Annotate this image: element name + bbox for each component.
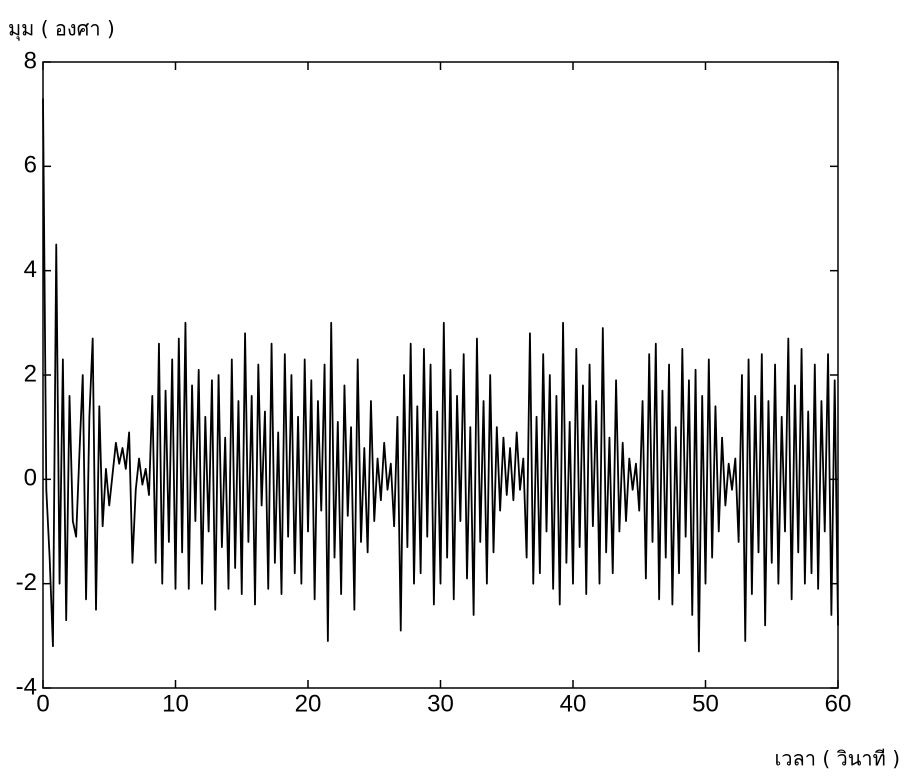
y-tick-label: 2 (24, 360, 37, 387)
x-tick-label: 20 (295, 690, 322, 717)
x-tick-label: 10 (162, 690, 189, 717)
x-tick-label: 30 (427, 690, 454, 717)
y-tick-label: 6 (24, 152, 37, 179)
x-axis-label: เวลา ( วินาที ) (774, 747, 900, 771)
x-tick-label: 40 (560, 690, 587, 717)
y-tick-label: 4 (24, 256, 37, 283)
x-tick-label: 60 (825, 690, 852, 717)
y-tick-label: 0 (24, 465, 37, 492)
y-tick-label: -2 (16, 569, 37, 596)
x-tick-label: 50 (692, 690, 719, 717)
y-tick-label: 8 (24, 47, 37, 74)
y-axis-label: มุม ( องศา ) (8, 17, 115, 42)
data-line (42, 98, 839, 653)
x-tick-label: 0 (36, 690, 49, 717)
y-tick-label: -4 (16, 673, 37, 700)
plot-frame (42, 61, 839, 689)
